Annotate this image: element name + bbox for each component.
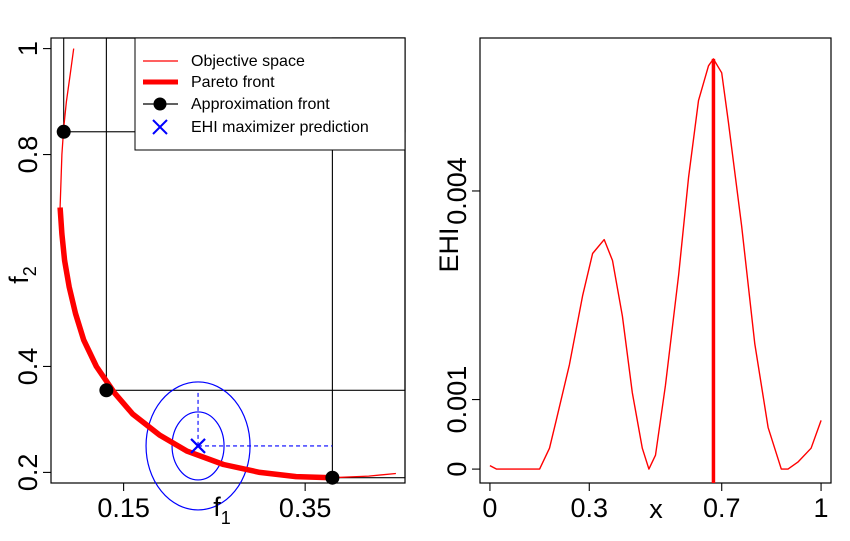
right-axis-ticks: 0 0.3 0.7 1 0 0.001 0.004 <box>442 157 829 523</box>
series-pareto-front <box>57 207 333 481</box>
legend-box <box>134 37 406 151</box>
left-ytick-label: 1 <box>13 41 43 56</box>
right-ylabel: EHI <box>434 227 464 272</box>
right-xtick-label: 0.3 <box>571 493 609 523</box>
right-ytick-label: 0.001 <box>442 366 472 434</box>
left-ylabel: f2 <box>4 266 40 284</box>
left-xlabel: f1 <box>213 492 231 528</box>
legend-label-objective-space: Objective space <box>191 53 305 70</box>
left-plot-content <box>56 37 406 511</box>
legend-label-pareto-front: Pareto front <box>191 74 275 91</box>
approximation-point-3 <box>325 470 340 485</box>
series-ehi <box>489 58 822 470</box>
right-xtick-label: 0 <box>482 493 497 523</box>
right-xtick-label: 0.7 <box>703 493 741 523</box>
left-xtick-label: 0.35 <box>279 493 332 523</box>
prediction-ellipse-inner <box>171 411 225 481</box>
right-panel: 0 0.3 0.7 1 0 0.001 0.004 x EHI <box>434 37 832 524</box>
left-panel: 0.15 0.35 0.2 0.4 0.8 1 f1 f2 Objective space… <box>4 37 406 528</box>
approximation-point-2 <box>99 383 114 398</box>
left-ytick-label: 0.2 <box>13 454 43 492</box>
legend: Objective space Pareto front Approximati… <box>134 37 406 151</box>
left-axis-ticks: 0.15 0.35 0.2 0.4 0.8 1 <box>13 41 331 523</box>
legend-label-approximation-front: Approximation front <box>191 96 330 113</box>
right-ytick-label: 0 <box>442 462 472 477</box>
legend-label-ehi-maximizer: EHI maximizer prediction <box>191 119 369 136</box>
right-plot-frame <box>479 37 832 484</box>
left-ytick-label: 0.8 <box>13 136 43 174</box>
right-plot-content <box>489 58 822 483</box>
legend-key-ehi-cross <box>152 119 168 135</box>
legend-key-approximation-point <box>153 97 167 111</box>
approximation-point-1 <box>56 124 71 139</box>
left-ytick-label: 0.4 <box>13 348 43 386</box>
left-xtick-label: 0.15 <box>97 493 150 523</box>
right-xtick-label: 1 <box>814 493 829 523</box>
ehi-maximizer-cross <box>190 438 206 454</box>
right-ytick-label: 0.004 <box>442 157 472 225</box>
right-xlabel: x <box>649 494 663 524</box>
